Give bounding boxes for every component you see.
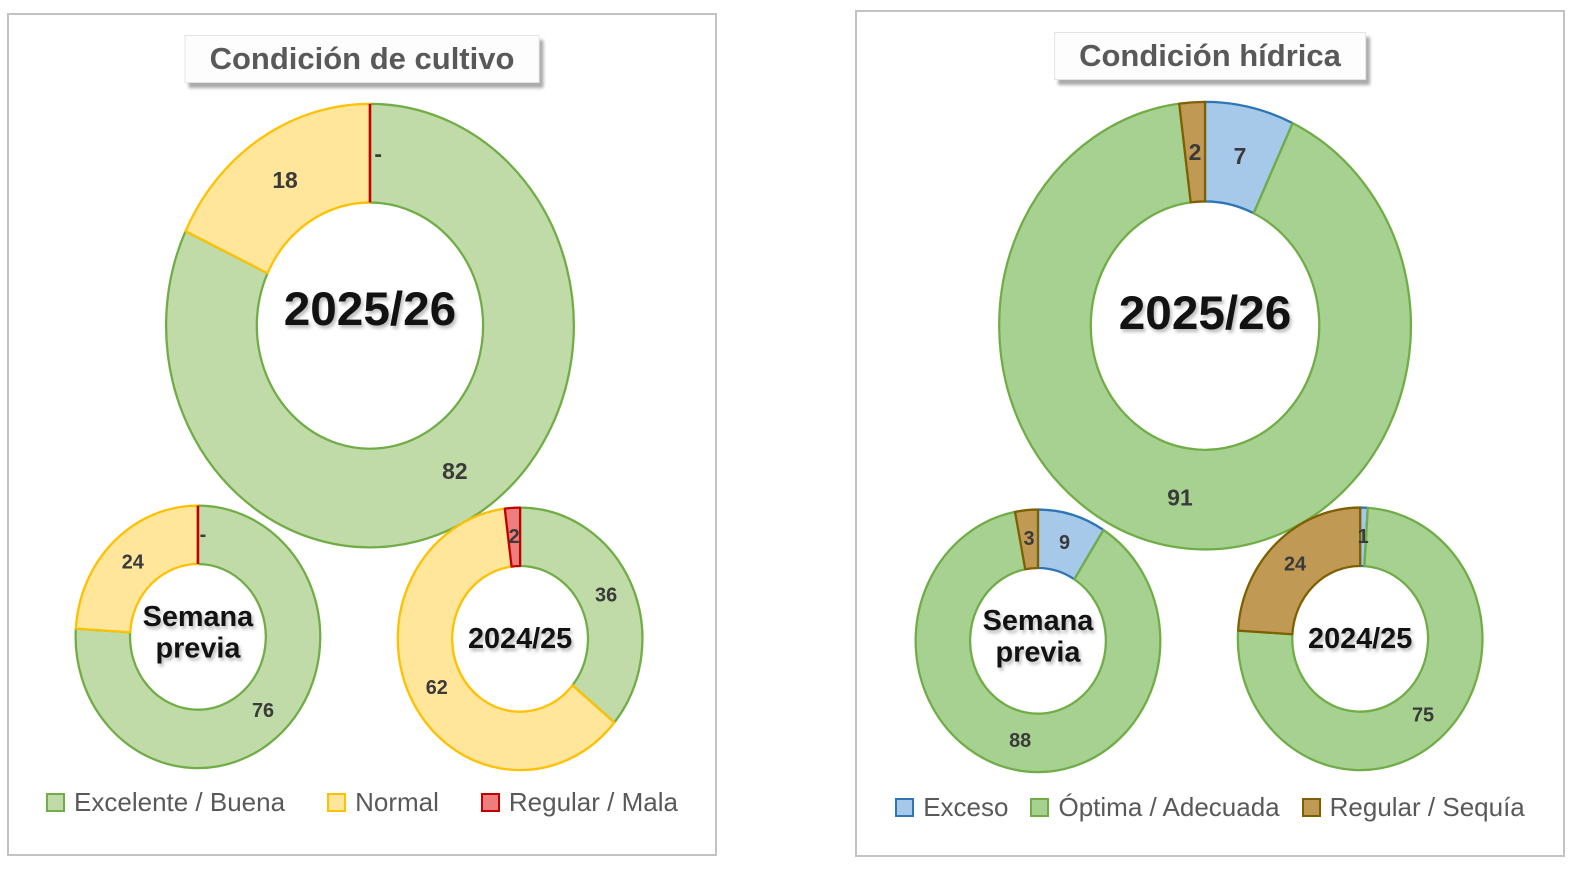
slice-value-label: 7 (1234, 143, 1247, 169)
slice-value-label: 9 (1059, 532, 1070, 554)
donut-slice-regular-sequía (1178, 100, 1207, 204)
legend-label: Normal (355, 787, 439, 817)
slice-value-label: 88 (1009, 730, 1031, 752)
legend-swatch-regular-mala (480, 793, 500, 812)
donut-slice-normal (396, 507, 616, 772)
panel-water-condition: Condición hídrica 7 91 2 2025/26 9 88 3 Semana p… (855, 10, 1565, 857)
legend-swatch-excelente-buena (46, 793, 66, 812)
legend-label: Regular / Sequía (1329, 792, 1525, 822)
donut-center-label: 2025/26 (1119, 287, 1291, 340)
donut-slice-óptima-adecuada (1236, 506, 1484, 772)
slice-value-label: - (200, 524, 207, 546)
chart-title-water-condition: Condición hídrica (1054, 32, 1366, 80)
slice-value-label: - (374, 140, 382, 166)
slice-value-label: 91 (1167, 484, 1193, 510)
donut-chart-crop-condition: 82 18 - 2025/26 76 24 - Semana previa 36 62 2 2024/2… (74, 102, 644, 772)
donut-slice-regular-sequía (1013, 508, 1040, 571)
donut-slice-regular-sequía (1236, 506, 1362, 636)
slice-value-label: 2 (509, 526, 520, 548)
legend-label: Óptima / Adecuada (1058, 792, 1280, 822)
slice-value-label: 62 (426, 677, 448, 699)
donut-slice-regular-mala (503, 506, 522, 568)
donut-slice-óptima-adecuada (914, 510, 1162, 774)
slice-value-label: 18 (272, 167, 298, 193)
legend-crop-condition: Excelente / Buena Normal Regular / Mala (9, 787, 715, 818)
slice-value-label: 1 (1358, 526, 1369, 548)
slice-value-label: 24 (1284, 553, 1306, 575)
slice-value-label: 24 (122, 551, 144, 573)
legend-item: Regular / Sequía (1301, 792, 1525, 823)
legend-swatch-normal (327, 793, 347, 812)
slice-value-label: 36 (595, 584, 617, 606)
donut-center-label: 2025/26 (284, 283, 456, 336)
slice-value-label: 3 (1023, 528, 1034, 550)
legend-label: Regular / Mala (508, 787, 678, 817)
slice-value-label: 82 (442, 458, 467, 484)
donut-slice-excelente-buena (164, 102, 575, 549)
legend-item: Óptima / Adecuada (1030, 792, 1280, 823)
donut-slice-normal (74, 504, 200, 634)
legend-item: Normal (327, 787, 439, 818)
legend-label: Exceso (923, 792, 1009, 822)
slice-value-label: 76 (252, 700, 274, 722)
donut-slice-excelente-buena (74, 504, 322, 770)
slice-value-label: 2 (1189, 139, 1202, 165)
legend-item: Exceso (895, 792, 1008, 823)
donut-center-label: Semana previa (983, 605, 1095, 669)
donut-slice-normal (184, 102, 372, 275)
donut-slice-excelente-buena (518, 506, 644, 724)
chart-title-crop-condition: Condición de cultivo (184, 35, 540, 83)
legend-swatch-óptima-adecuada (1030, 798, 1050, 817)
legend-label: Excelente / Buena (74, 787, 286, 817)
donut-chart-water-condition: 7 91 2 2025/26 9 88 3 Semana previa 1 75 24 2024/25 (914, 100, 1484, 774)
panel-crop-condition: Condición de cultivo 82 18 - 2025/26 76 24 - Se… (7, 13, 717, 856)
donut-slice-óptima-adecuada (998, 102, 1412, 551)
donut-center-label: Semana previa (143, 601, 255, 665)
slice-value-label: 75 (1412, 704, 1434, 726)
donut-center-label: 2024/25 (468, 623, 572, 655)
legend-swatch-exceso (895, 798, 915, 817)
legend-item: Excelente / Buena (46, 787, 285, 818)
donut-center-label: 2024/25 (1308, 623, 1412, 655)
legend-item: Regular / Mala (480, 787, 678, 818)
legend-water-condition: Exceso Óptima / Adecuada Regular / Sequía (857, 792, 1563, 823)
legend-swatch-regular-sequía (1301, 798, 1321, 817)
